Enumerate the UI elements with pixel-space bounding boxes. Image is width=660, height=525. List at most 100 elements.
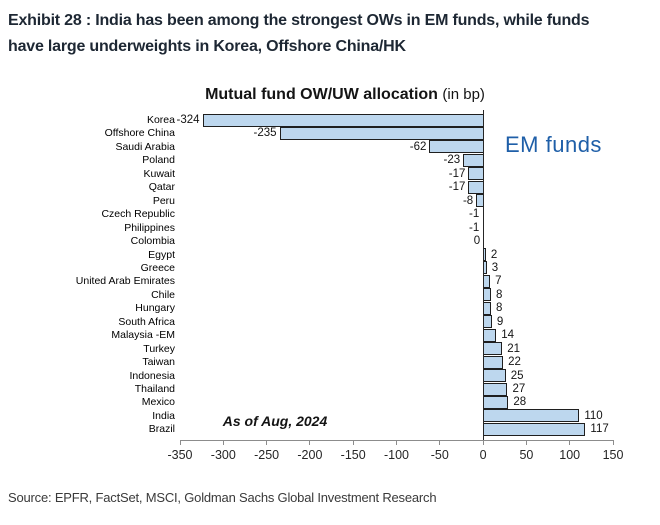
bar — [483, 274, 491, 288]
x-tick — [179, 440, 181, 445]
bar — [483, 382, 508, 396]
category-label: Egypt — [148, 248, 175, 261]
category-label: Thailand — [134, 383, 175, 395]
exhibit-title: Exhibit 28 : India has been among the st… — [8, 8, 656, 60]
x-tick — [482, 440, 484, 445]
x-tick-label: -200 — [297, 448, 323, 462]
x-tick — [396, 440, 397, 445]
value-label: 8 — [496, 302, 503, 315]
source-note: Source: EPFR, FactSet, MSCI, Goldman Sac… — [8, 490, 437, 505]
x-tick — [266, 440, 268, 445]
bar — [463, 153, 485, 167]
category-label: Qatar — [148, 181, 175, 194]
x-tick — [525, 440, 527, 445]
value-label: -1 — [468, 208, 480, 221]
value-label: 21 — [507, 342, 521, 355]
x-tick-label: -300 — [210, 448, 236, 462]
x-tick-label: -350 — [167, 448, 193, 462]
x-tick-label: 100 — [559, 448, 581, 462]
value-label: 110 — [584, 409, 603, 422]
bar — [483, 315, 492, 329]
chart-title-main: Mutual fund OW/UW allocation — [205, 86, 438, 103]
chart-title: Mutual fund OW/UW allocation (in bp) — [80, 86, 610, 104]
value-label: -8 — [462, 194, 474, 207]
value-label: 28 — [513, 396, 527, 409]
x-tick — [439, 440, 441, 445]
x-tick — [309, 440, 311, 445]
bar — [468, 180, 485, 194]
category-label: Peru — [152, 194, 175, 207]
category-label: Saudi Arabia — [115, 140, 175, 153]
value-label: -23 — [443, 154, 461, 167]
category-label: Colombia — [130, 235, 175, 248]
x-tick — [612, 440, 614, 445]
x-tick-label: -100 — [383, 448, 410, 462]
value-label: -17 — [448, 167, 466, 180]
value-label: 22 — [508, 356, 521, 369]
x-tick-label: 150 — [602, 448, 624, 462]
value-label: -62 — [409, 140, 427, 153]
bar — [483, 395, 509, 409]
as-of-annotation: As of Aug, 2024 — [222, 413, 328, 429]
bar — [483, 248, 487, 261]
bar — [483, 409, 580, 423]
x-tick-label: -50 — [430, 448, 449, 462]
category-label: Greece — [140, 261, 175, 274]
exhibit-title-line2: have large underweights in Korea, Offsho… — [8, 38, 406, 55]
x-tick-label: 0 — [479, 448, 487, 462]
value-label: 27 — [512, 383, 526, 395]
category-label: Czech Republic — [101, 208, 175, 221]
value-label: 0 — [473, 235, 481, 248]
x-tick — [222, 440, 224, 445]
value-label: 3 — [491, 261, 499, 274]
category-label: Philippines — [124, 221, 175, 234]
x-tick-label: 50 — [519, 448, 534, 462]
bar — [483, 355, 504, 369]
bar — [483, 422, 586, 436]
value-label: -17 — [448, 181, 466, 194]
category-label: United Arab Emirates — [75, 275, 175, 288]
bar — [483, 288, 492, 302]
value-label: -324 — [176, 114, 200, 126]
category-label: Turkey — [143, 342, 175, 355]
value-label: 14 — [501, 329, 515, 342]
category-label: Malaysia -EM — [111, 329, 175, 342]
category-label: South Africa — [118, 315, 175, 328]
bar — [468, 167, 485, 181]
category-label: Brazil — [148, 423, 175, 436]
value-label: -235 — [253, 127, 277, 140]
bar — [483, 301, 492, 315]
category-label: Hungary — [135, 302, 175, 315]
category-label: Offshore China — [104, 127, 175, 140]
bar — [202, 113, 485, 127]
x-tick-label: -250 — [254, 448, 280, 462]
category-label: India — [152, 409, 175, 422]
bar — [476, 194, 485, 208]
bar — [429, 140, 485, 154]
value-label: -1 — [468, 221, 480, 234]
x-tick — [352, 440, 354, 445]
value-label: 9 — [496, 315, 504, 328]
bar — [483, 328, 497, 342]
bar — [483, 261, 487, 275]
value-label: 7 — [495, 275, 502, 288]
category-label: Taiwan — [142, 356, 175, 369]
x-tick-label: -150 — [340, 448, 366, 462]
chart-title-suffix: (in bp) — [442, 86, 485, 103]
category-label: Chile — [151, 288, 175, 301]
bar — [483, 342, 503, 356]
category-label: Mexico — [141, 396, 175, 409]
category-label: Kuwait — [143, 167, 175, 180]
zero-axis-line — [482, 110, 484, 440]
bar — [483, 369, 506, 383]
value-label: 25 — [510, 369, 524, 382]
value-label: 117 — [590, 423, 609, 436]
category-label: Indonesia — [129, 369, 175, 382]
x-tick — [569, 440, 571, 445]
value-label: 8 — [496, 288, 503, 301]
category-label: Korea — [146, 114, 175, 126]
value-label: 2 — [490, 248, 498, 261]
bar — [279, 126, 485, 140]
exhibit-title-line1: Exhibit 28 : India has been among the st… — [8, 12, 590, 29]
